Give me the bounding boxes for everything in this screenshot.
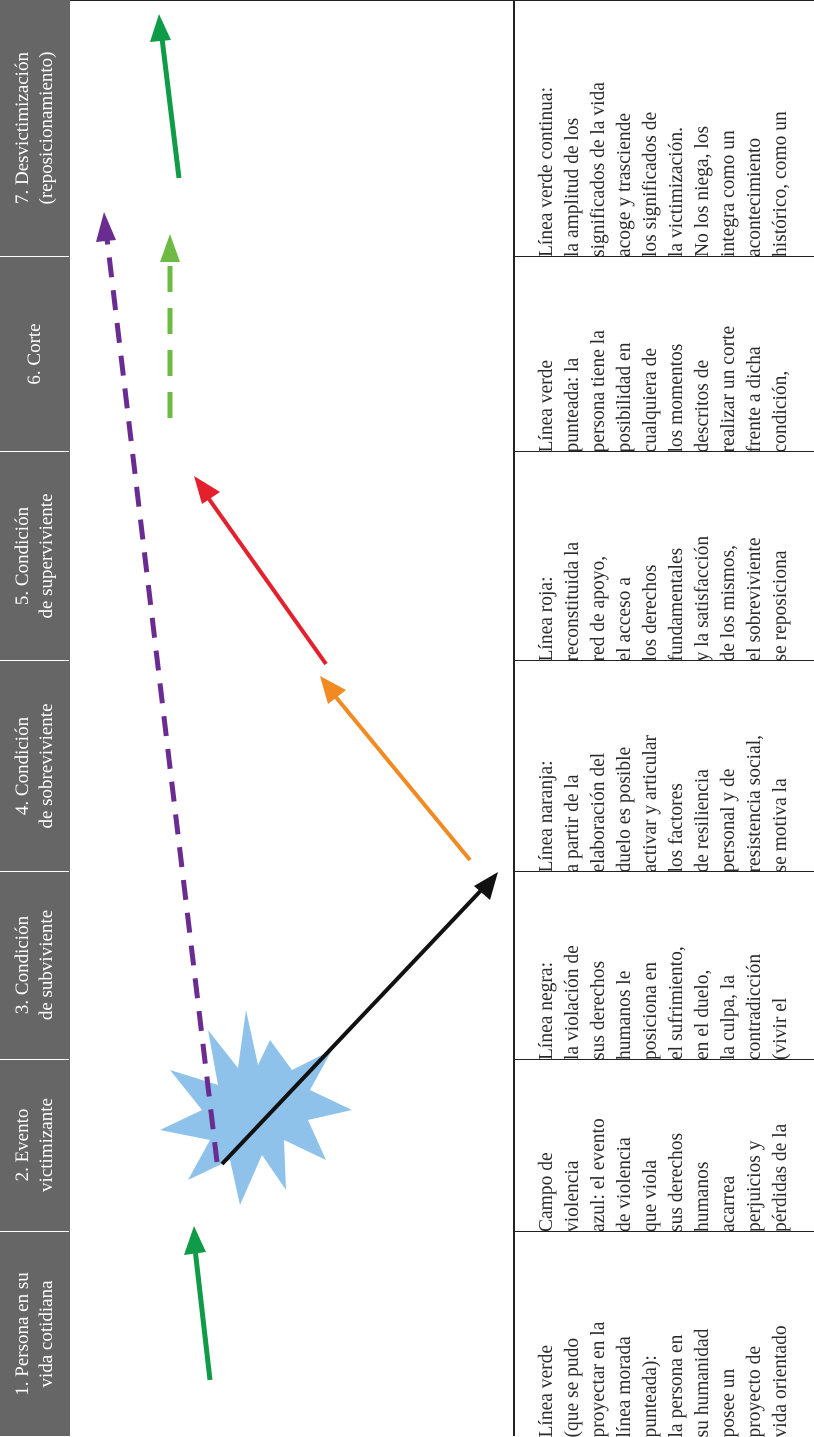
- right-band-divider: [513, 0, 515, 1436]
- desc-text-4: Línea naranja: a partir de la elaboració…: [535, 734, 791, 872]
- green-line-start: [191, 1239, 213, 1381]
- red-line-arrowhead: [194, 476, 220, 504]
- header-text-4: 4. Condición de sobreviviente: [11, 703, 59, 828]
- header-cell-4: 4. Condición de sobreviviente: [0, 660, 70, 872]
- desc-cell-7: Línea verde continua: la amplitud de los…: [513, 0, 814, 257]
- header-line-7a: 7. Desvictimización: [12, 52, 33, 204]
- header-cell-3: 3. Condición de subviviente: [0, 871, 70, 1060]
- orange-line: [328, 688, 472, 862]
- desc-text-7: Línea verde continua: la amplitud de los…: [535, 82, 791, 257]
- violence-burst-shape: [160, 1010, 352, 1205]
- green-line-start-arrowhead: [184, 1226, 206, 1255]
- header-band-divider: [69, 0, 70, 1436]
- header-cell-2: 2. Evento victimizante: [0, 1059, 70, 1232]
- header-cell-5: 5. Condición de superviviente: [0, 451, 70, 661]
- black-line: [220, 881, 490, 1166]
- header-line-2a: 2. Evento: [12, 1108, 33, 1182]
- header-line-3b: de subviviente: [36, 909, 57, 1021]
- header-line-2b: victimizante: [36, 1098, 57, 1192]
- green-line-end: [158, 29, 182, 179]
- desc-cell-1: Línea verde (que se pudo proyectar en la…: [513, 1231, 814, 1437]
- desc-cell-3: Línea negra: la violación de sus derecho…: [513, 871, 814, 1060]
- orange-line-arrowhead: [320, 676, 346, 704]
- desc-cell-6: Línea verde punteada: la persona tiene l…: [513, 256, 814, 452]
- header-text-1: 1. Persona en su vida cotidiana: [11, 1272, 59, 1395]
- purple-dashed-line: [103, 229, 220, 1163]
- header-cell-1: 1. Persona en su vida cotidiana: [0, 1231, 70, 1437]
- header-text-7: 7. Desvictimización (reposicionamiento): [11, 51, 59, 204]
- desc-text-2: Campo de violencia azul: el evento de vi…: [535, 1118, 791, 1232]
- header-line-1a: 1. Persona en su: [12, 1271, 33, 1396]
- desc-cell-4: Línea naranja: a partir de la elaboració…: [513, 660, 814, 872]
- light-green-dashed-arrowhead: [160, 234, 180, 262]
- header-text-3: 3. Condición de subviviente: [11, 910, 59, 1020]
- top-border: [70, 0, 814, 1]
- header-line-5a: 5. Condición: [12, 506, 33, 605]
- purple-dashed-arrowhead: [96, 212, 116, 242]
- desc-text-1: Línea verde (que se pudo proyectar en la…: [535, 1321, 791, 1437]
- header-text-6: 6. Corte: [23, 323, 47, 384]
- header-line-1b: vida cotidiana: [36, 1279, 57, 1388]
- victimization-diagram: [96, 14, 498, 1381]
- red-line: [202, 490, 328, 666]
- desc-cell-5: Línea roja: reconstituida la red de apoy…: [513, 451, 814, 661]
- header-line-5b: de superviviente: [36, 492, 57, 619]
- header-text-2: 2. Evento victimizante: [11, 1098, 59, 1192]
- header-cell-6: 6. Corte: [0, 256, 70, 452]
- header-line-3a: 3. Condición: [12, 915, 33, 1015]
- desc-text-3: Línea negra: la violación de sus derecho…: [535, 945, 791, 1060]
- header-cell-7: 7. Desvictimización (reposicionamiento): [0, 0, 70, 257]
- green-line-end-arrowhead: [150, 14, 171, 42]
- header-line-7b: (reposicionamiento): [36, 51, 57, 205]
- header-line-4b: de sobreviviente: [36, 702, 57, 829]
- desc-text-6: Línea verde punteada: la persona tiene l…: [535, 325, 791, 452]
- header-text-5: 5. Condición de superviviente: [11, 493, 59, 618]
- header-line-6a: 6. Corte: [24, 322, 45, 385]
- header-line-4a: 4. Condición: [12, 716, 33, 815]
- black-line-arrowhead: [474, 872, 498, 900]
- desc-text-5: Línea roja: reconstituida la red de apoy…: [535, 535, 791, 661]
- desc-cell-2: Campo de violencia azul: el evento de vi…: [513, 1059, 814, 1232]
